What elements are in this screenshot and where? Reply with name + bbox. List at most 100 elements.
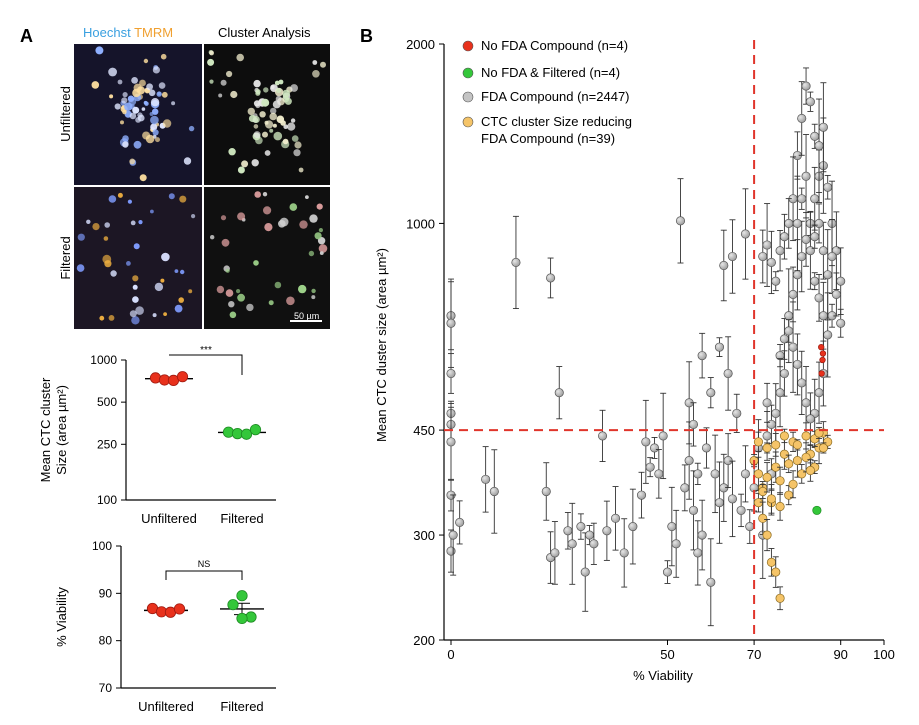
- cell-0-9: [131, 77, 139, 84]
- screen-point-3-22: [771, 567, 781, 577]
- screen-point-2-58: [762, 431, 772, 441]
- cell-2-30: [174, 304, 183, 313]
- viability-x-labels: Unfiltered Filtered: [138, 699, 264, 714]
- cell-0-43: [156, 91, 162, 97]
- cluster-analysis-label: Cluster Analysis: [218, 25, 311, 40]
- screen-point-2-117: [792, 218, 802, 228]
- screen-point-2-24: [597, 431, 608, 441]
- screen-point-3-18: [753, 498, 763, 508]
- cell-1-56: [265, 120, 274, 129]
- screen-point-2-68: [688, 419, 699, 429]
- screen-point-2-66: [697, 351, 707, 361]
- screen-point-2-129: [810, 232, 820, 242]
- cell-0-69: [146, 83, 154, 91]
- cell-3-11: [254, 191, 261, 198]
- screen-point-2-17: [550, 548, 560, 558]
- screen-point-2-27: [619, 548, 629, 558]
- viability-sig-bracket: [165, 570, 243, 580]
- screen-point-2-119: [805, 246, 815, 256]
- screen-point-3-28: [792, 440, 802, 450]
- screen-point-3-23: [775, 593, 785, 603]
- cluster-size-marks: [145, 371, 266, 440]
- cell-1-9: [283, 124, 289, 129]
- cell-1-43: [228, 148, 236, 156]
- screen-point-2-33: [654, 469, 664, 479]
- cell-1-59: [226, 70, 233, 78]
- screen-xtick-label-1: 50: [660, 647, 674, 662]
- viability-point-1-3: [236, 612, 248, 625]
- row-label-filtered: Filtered: [58, 236, 73, 279]
- cell-2-31: [102, 254, 112, 264]
- screen-point-2-107: [801, 81, 811, 91]
- screen-point-3-7: [779, 449, 789, 459]
- cell-1-4: [263, 87, 269, 93]
- cell-1-48: [312, 60, 318, 65]
- cell-2-37: [179, 195, 187, 203]
- screen-point-2-85: [823, 182, 833, 192]
- cell-3-37: [314, 232, 322, 240]
- cluster-size-xlabel-1: Filtered: [220, 511, 263, 526]
- cell-1-26: [241, 160, 249, 168]
- screen-point-2-31: [645, 462, 655, 472]
- cell-2-26: [130, 220, 136, 226]
- legend-label-3: FDA Compound (n=39): [481, 131, 615, 146]
- cell-2-20: [152, 313, 157, 318]
- cell-1-3: [218, 93, 223, 98]
- screen-point-2-47: [714, 498, 725, 508]
- cluster-size-ytick-label-0: 1000: [90, 353, 117, 367]
- screen-point-2-11: [489, 486, 499, 497]
- legend-marker-0: [462, 40, 474, 52]
- cell-3-20: [264, 223, 273, 232]
- screen-ytick-label-3: 300: [413, 528, 435, 543]
- screen-legend: No FDA Compound (n=4) No FDA & Filtered (…: [462, 38, 632, 146]
- screen-point-2-126: [836, 318, 846, 328]
- screen-point-2-43: [697, 530, 707, 540]
- screen-point-2-54: [745, 522, 755, 532]
- cell-3-35: [286, 296, 295, 306]
- cell-2-35: [86, 219, 91, 224]
- cluster-size-x-labels: Unfiltered Filtered: [141, 511, 264, 526]
- screen-point-2-12: [511, 257, 521, 268]
- cell-0-35: [139, 174, 147, 182]
- screen-point-2-82: [810, 194, 820, 204]
- screen-point-2-62: [740, 229, 750, 239]
- screen-point-2-116: [775, 246, 785, 256]
- cell-2-18: [125, 261, 131, 266]
- cell-2-24: [127, 199, 132, 204]
- screen-point-3-10: [792, 456, 802, 466]
- screen-ytick-label-0: 2000: [406, 37, 435, 52]
- cell-3-3: [305, 195, 309, 200]
- viability-point-0-3: [173, 603, 186, 615]
- tmrm-text: TMRM: [134, 25, 173, 40]
- cell-1-11: [247, 107, 255, 116]
- cluster-size-ytick-label-3: 100: [97, 493, 117, 507]
- cell-0-50: [145, 134, 155, 144]
- cell-3-31: [318, 228, 323, 233]
- cell-1-42: [270, 84, 275, 90]
- screen-point-2-40: [684, 456, 694, 466]
- panel-b-label: B: [360, 26, 373, 46]
- screen-point-3-1: [753, 469, 763, 479]
- screen-point-2-73: [771, 276, 781, 286]
- screen-point-2-76: [784, 311, 794, 321]
- cell-3-13: [225, 268, 230, 273]
- scale-bar-label: 50 µm: [294, 311, 319, 321]
- screen-point-2-42: [693, 548, 703, 558]
- screen-point-3-34: [788, 479, 798, 489]
- screen-point-2-111: [818, 122, 828, 132]
- cell-2-36: [77, 233, 85, 241]
- screen-point-2-32: [649, 443, 660, 453]
- cell-1-10: [269, 128, 274, 133]
- screen-point-2-20: [576, 522, 586, 532]
- screen-point-2-19: [567, 539, 577, 549]
- screen-point-3-33: [818, 443, 828, 453]
- cell-0-58: [124, 102, 133, 111]
- cell-3-24: [309, 214, 318, 223]
- screen-y-ticks: 2000 1000 450 300 200: [406, 37, 444, 648]
- cell-0-42: [150, 98, 160, 107]
- screen-point-2-79: [797, 251, 807, 262]
- cell-2-4: [188, 289, 193, 294]
- cell-0-3: [148, 89, 156, 97]
- screen-point-2-118: [797, 194, 807, 204]
- cell-1-12: [270, 107, 277, 115]
